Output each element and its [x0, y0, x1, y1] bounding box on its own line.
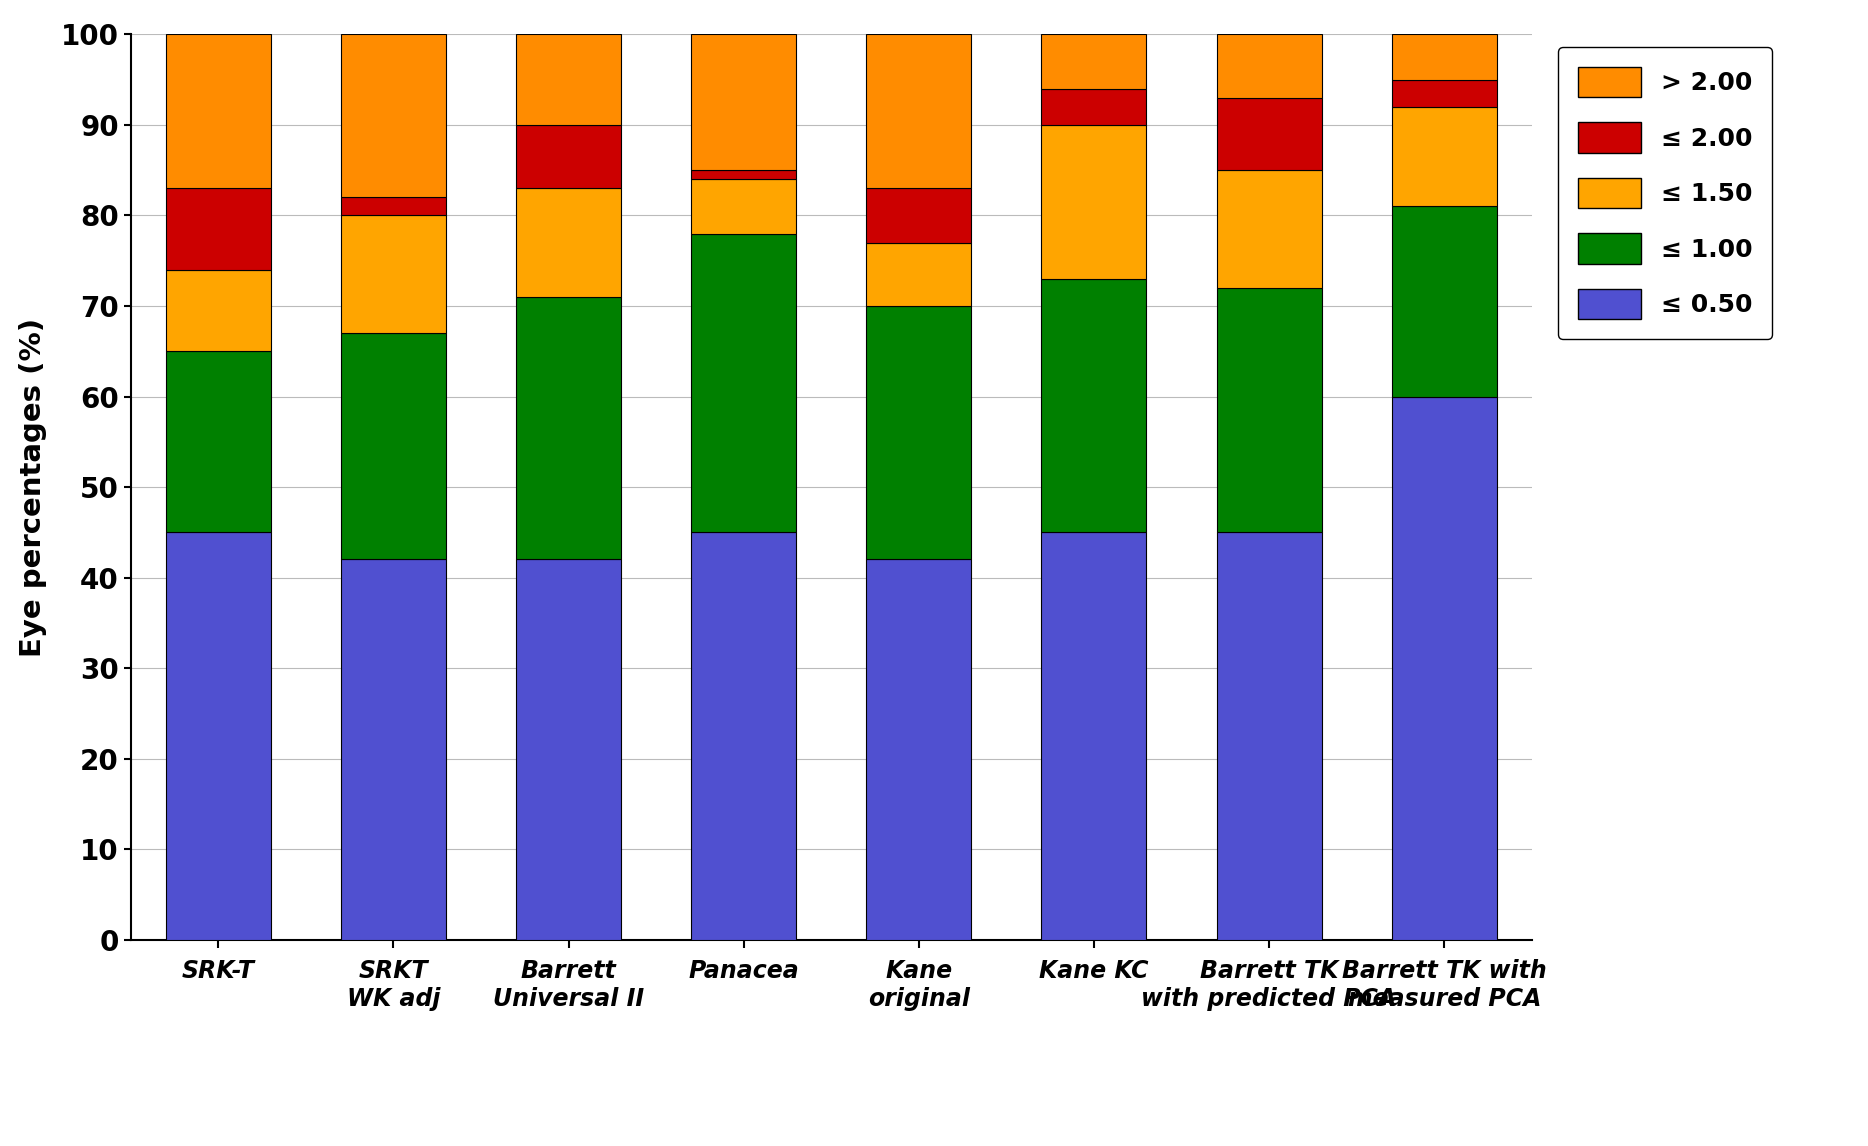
- Bar: [691, 234, 796, 532]
- Bar: [1042, 532, 1147, 940]
- Bar: [1216, 34, 1323, 97]
- Bar: [1392, 34, 1496, 80]
- Bar: [1216, 97, 1323, 170]
- Bar: [516, 34, 622, 125]
- Bar: [342, 34, 446, 197]
- Bar: [516, 125, 622, 188]
- Bar: [166, 532, 271, 940]
- Bar: [1042, 88, 1147, 125]
- Bar: [1216, 288, 1323, 532]
- Bar: [342, 197, 446, 215]
- Bar: [867, 559, 971, 940]
- Bar: [1042, 34, 1147, 88]
- Bar: [342, 333, 446, 559]
- Bar: [691, 532, 796, 940]
- Bar: [342, 559, 446, 940]
- Bar: [1392, 206, 1496, 397]
- Bar: [1042, 278, 1147, 532]
- Y-axis label: Eye percentages (%): Eye percentages (%): [19, 317, 47, 657]
- Bar: [1042, 125, 1147, 278]
- Bar: [691, 34, 796, 170]
- Bar: [1392, 107, 1496, 206]
- Bar: [166, 188, 271, 269]
- Bar: [867, 34, 971, 188]
- Bar: [342, 215, 446, 333]
- Bar: [691, 179, 796, 234]
- Bar: [691, 170, 796, 179]
- Bar: [1216, 171, 1323, 288]
- Bar: [1392, 397, 1496, 940]
- Bar: [166, 351, 271, 532]
- Bar: [516, 559, 622, 940]
- Bar: [867, 188, 971, 243]
- Bar: [166, 269, 271, 351]
- Bar: [1216, 532, 1323, 940]
- Legend: > 2.00, ≤ 2.00, ≤ 1.50, ≤ 1.00, ≤ 0.50: > 2.00, ≤ 2.00, ≤ 1.50, ≤ 1.00, ≤ 0.50: [1558, 47, 1773, 339]
- Bar: [867, 243, 971, 306]
- Bar: [516, 188, 622, 297]
- Bar: [516, 297, 622, 559]
- Bar: [1392, 80, 1496, 107]
- Bar: [867, 306, 971, 559]
- Bar: [166, 34, 271, 188]
